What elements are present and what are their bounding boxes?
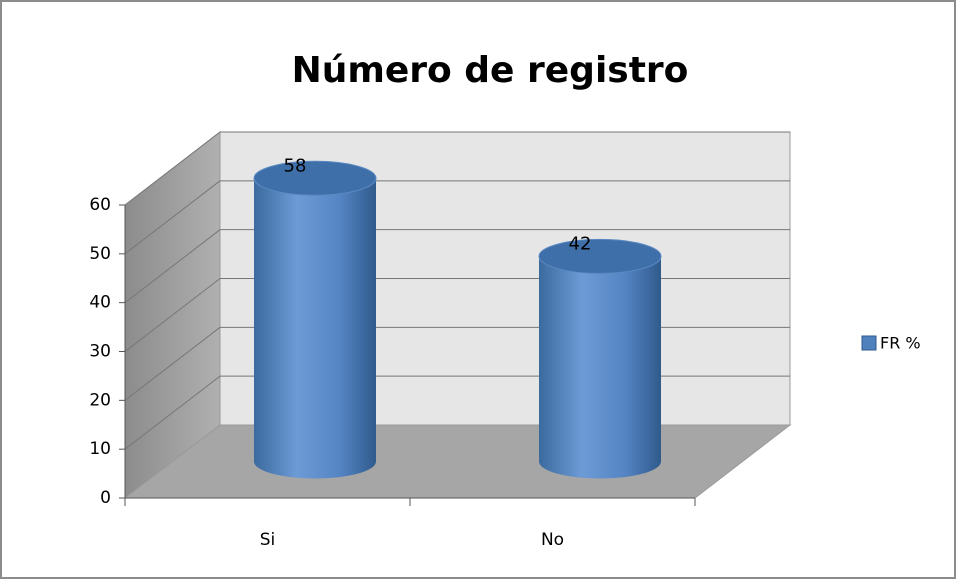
bar bbox=[253, 160, 377, 479]
grid-line bbox=[124, 131, 221, 206]
x-tick-label: No bbox=[541, 530, 564, 550]
data-label: 42 bbox=[569, 233, 592, 254]
grid-line bbox=[124, 375, 221, 450]
y-tick-label: 50 bbox=[89, 244, 111, 264]
bar-body bbox=[254, 178, 376, 479]
floor bbox=[123, 424, 792, 499]
grid-line bbox=[124, 180, 221, 255]
y-tick-label: 10 bbox=[89, 439, 111, 459]
y-tick-label: 60 bbox=[89, 195, 111, 215]
bar-top bbox=[538, 238, 662, 274]
y-tick-label: 0 bbox=[100, 488, 111, 508]
grid-line bbox=[124, 278, 221, 352]
y-tick-label: 40 bbox=[89, 293, 111, 313]
bar-top bbox=[253, 160, 377, 196]
legend: FR % bbox=[861, 334, 921, 353]
data-label: 58 bbox=[284, 155, 307, 176]
grid-line bbox=[124, 326, 221, 401]
legend-swatch bbox=[861, 335, 877, 351]
grid-line bbox=[124, 229, 221, 304]
y-tick-label: 30 bbox=[89, 342, 111, 362]
legend-label: FR % bbox=[880, 334, 921, 353]
bar bbox=[538, 238, 662, 479]
x-tick-label: Si bbox=[260, 530, 276, 550]
bar-body bbox=[539, 256, 661, 479]
y-tick-label: 20 bbox=[89, 390, 111, 410]
chart-title: Número de registro bbox=[292, 50, 689, 91]
